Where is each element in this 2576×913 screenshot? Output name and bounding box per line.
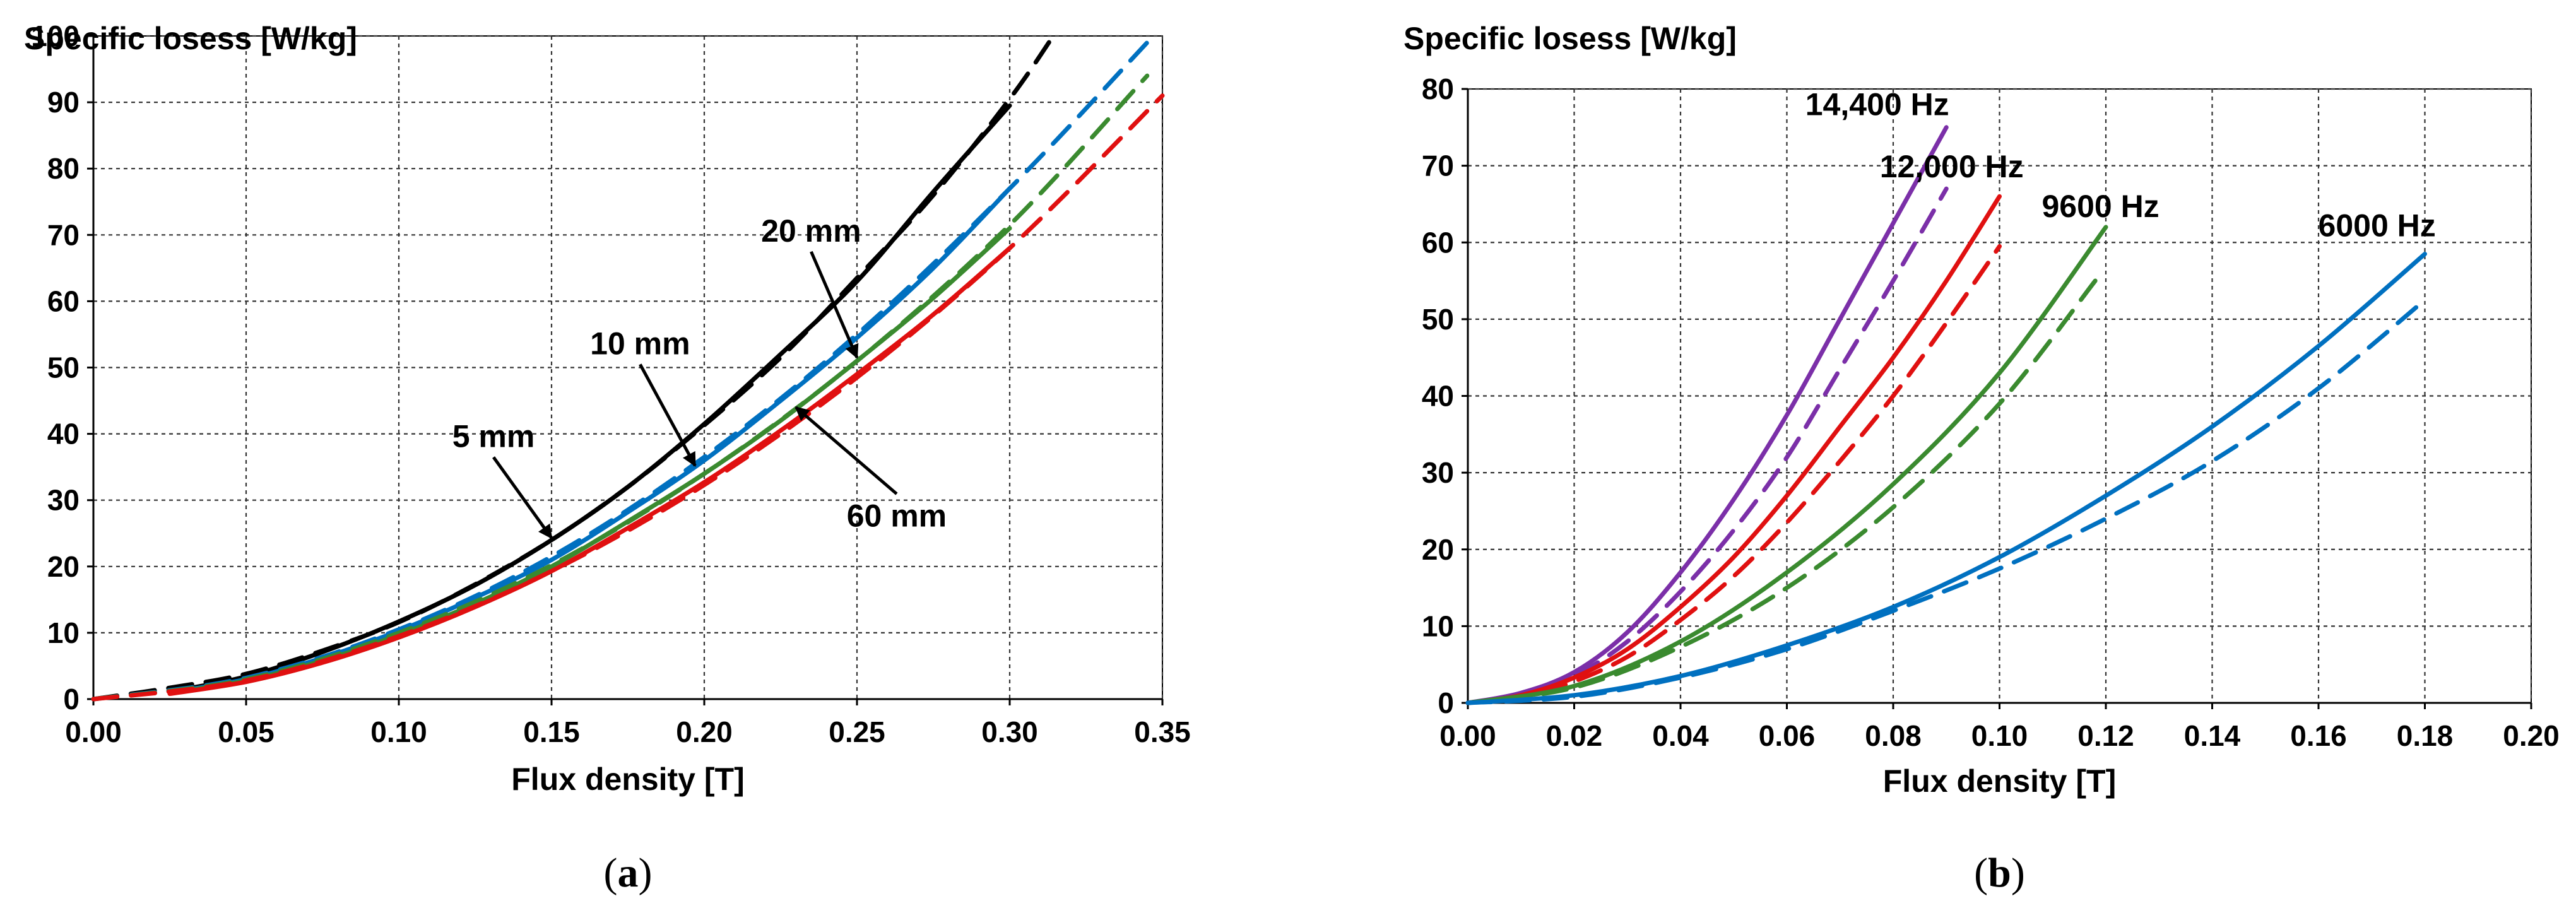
x-axis-label: Flux density [T]	[511, 762, 744, 797]
y-tick-label: 80	[47, 152, 80, 185]
x-tick-label: 0.35	[1134, 716, 1191, 748]
annotation-label-5-mm: 5 mm	[452, 419, 535, 454]
y-tick-label: 10	[1422, 610, 1454, 642]
y-tick-label: 80	[1422, 73, 1454, 105]
x-tick-label: 0.08	[1865, 719, 1922, 752]
x-tick-label: 0.10	[370, 716, 427, 748]
series-line-9600-hz-calculated	[1465, 278, 2098, 705]
x-tick-label: 0.15	[523, 716, 580, 748]
series-line-5-mm-measured	[167, 103, 1012, 694]
series-line-5-mm-calculated	[91, 30, 1058, 702]
annotation-arrow-20-mm	[810, 250, 859, 359]
y-tick-label: 100	[31, 20, 80, 52]
y-tick-label: 70	[47, 218, 80, 251]
annotation-label-6000-hz: 6000 Hz	[2319, 208, 2436, 244]
y-tick-label: 10	[47, 616, 80, 649]
y-tick-label: 50	[47, 351, 80, 384]
x-tick-label: 0.20	[2503, 719, 2560, 752]
series-line-14-400-hz-measured	[1465, 125, 1949, 705]
x-tick-label: 0.00	[65, 716, 122, 748]
y-tick-label: 0	[63, 683, 80, 716]
annotation-label-20-mm: 20 mm	[761, 213, 861, 249]
annotation-label-14-400-hz: 14,400 Hz	[1805, 86, 1949, 122]
panel-label-close: )	[2011, 850, 2025, 896]
chart-b: 0.00 0.02 0.04 0.06 0.08 0.10 0.12 0.14 0.16 0.18…	[1403, 21, 2560, 896]
x-tick-label: 0.10	[1971, 719, 2028, 752]
chart-title: Specific losess [W/kg]	[1403, 21, 1737, 56]
series-line-20-mm-measured	[167, 226, 1012, 696]
annotation-arrow-5-mm	[492, 456, 553, 539]
annotation-arrow-10-mm	[639, 363, 697, 468]
x-tick-label: 0.25	[829, 716, 885, 748]
panel-label-letter: a	[618, 850, 639, 896]
x-tick-label: 0.12	[2077, 719, 2134, 752]
annotation-arrow-60-mm	[795, 406, 898, 495]
x-tick-label: 0.16	[2290, 719, 2347, 752]
x-tick-label: 0.20	[676, 716, 733, 748]
x-tick-label: 0.30	[981, 716, 1038, 748]
annotation-label-12-000-hz: 12,000 Hz	[1880, 149, 2024, 184]
chart-a: 0.00 0.05 0.10 0.15 0.20 0.25 0.30 0.35 0 10 20 30 4…	[24, 20, 1191, 896]
y-tick-label: 20	[47, 550, 80, 583]
panel-label-open: (	[604, 850, 618, 896]
series-line-10-mm-calculated	[91, 40, 1150, 702]
x-tick-label: 0.00	[1439, 719, 1496, 752]
series-line-10-mm-measured	[167, 186, 1012, 695]
panel-label-open: (	[1974, 850, 1988, 896]
y-tick-label: 50	[1422, 303, 1454, 336]
panel-label: (b)	[1974, 850, 2025, 896]
x-tick-label: 0.18	[2397, 719, 2454, 752]
series-line-6000-hz-measured	[1465, 251, 2427, 705]
y-tick-label: 30	[1422, 456, 1454, 489]
x-tick-label: 0.06	[1759, 719, 1816, 752]
y-tick-label: 20	[1422, 533, 1454, 566]
series-line-12-000-hz-calculated	[1465, 244, 2002, 705]
panel-label: (a)	[604, 850, 653, 896]
panel-label-letter: b	[1988, 850, 2011, 896]
y-tick-label: 40	[47, 418, 80, 451]
y-tick-label: 70	[1422, 150, 1454, 182]
y-tick-label: 60	[47, 285, 80, 317]
x-tick-label: 0.05	[218, 716, 275, 748]
series-line-6000-hz-calculated	[1465, 297, 2427, 705]
y-tick-label: 0	[1438, 686, 1454, 719]
x-tick-label: 0.14	[2184, 719, 2241, 752]
y-tick-label: 60	[1422, 226, 1454, 259]
y-tick-label: 40	[1422, 380, 1454, 413]
panel-label-close: )	[639, 850, 653, 896]
annotation-label-9600-hz: 9600 Hz	[2041, 189, 2159, 224]
x-tick-label: 0.04	[1652, 719, 1709, 752]
y-tick-label: 90	[47, 86, 80, 119]
series-line-9600-hz-measured	[1465, 225, 2108, 705]
series-line-12-000-hz-measured	[1465, 194, 2002, 705]
x-axis-label: Flux density [T]	[1883, 763, 2116, 799]
y-tick-label: 30	[47, 484, 80, 517]
series-line-60-mm-calculated	[91, 93, 1165, 702]
chart-title: Specific losess [W/kg]	[24, 21, 357, 56]
annotation-label-60-mm: 60 mm	[847, 498, 947, 534]
x-tick-label: 0.02	[1546, 719, 1603, 752]
annotation-label-10-mm: 10 mm	[590, 326, 690, 361]
